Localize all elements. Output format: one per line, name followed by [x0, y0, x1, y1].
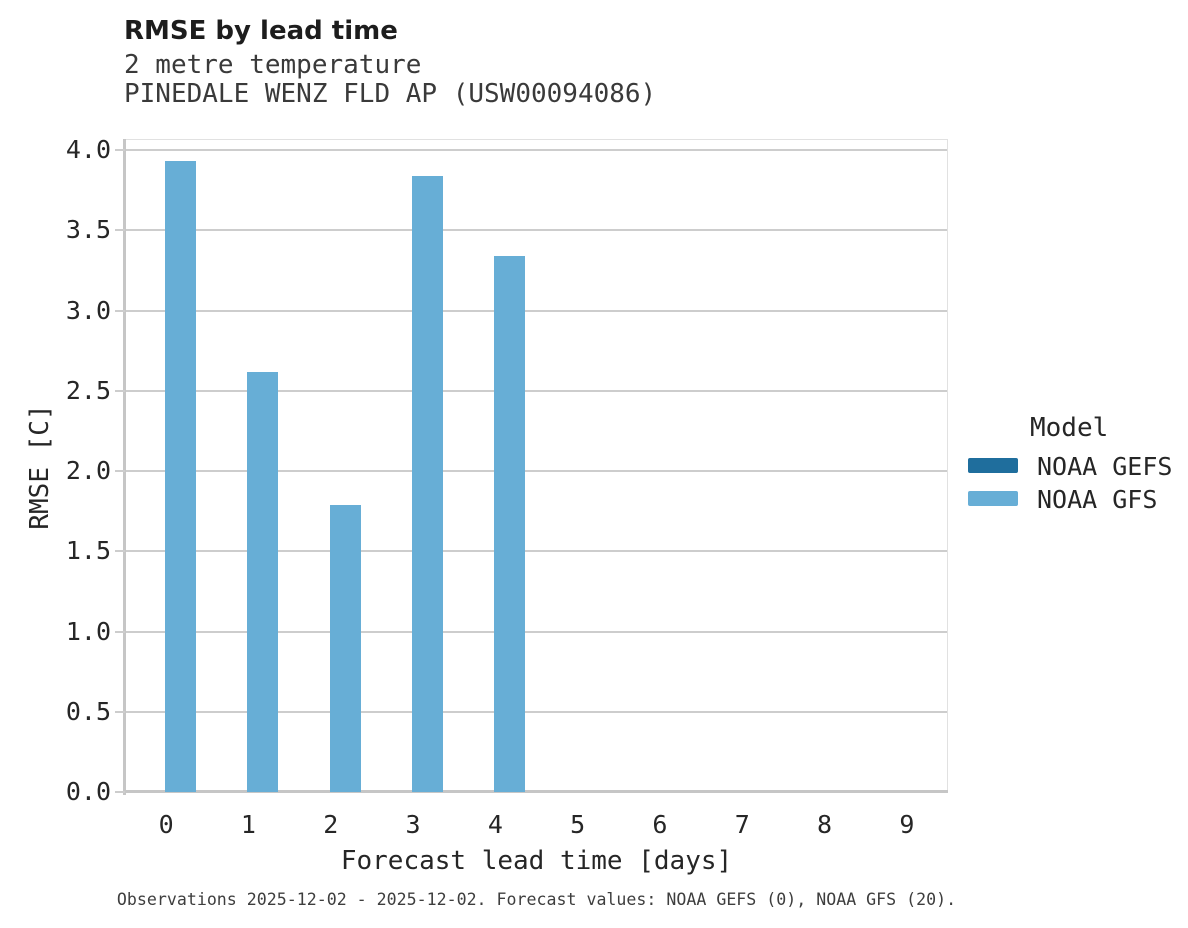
x-tick-label-5: 5 — [570, 810, 586, 839]
bar-noaa-gfs-lead-2 — [329, 504, 361, 792]
y-tick-mark-2.5 — [115, 389, 125, 392]
y-tick-mark-1.5 — [115, 550, 125, 553]
x-tick-label-7: 7 — [734, 810, 750, 839]
y-tick-label-0.0: 0.0 — [65, 777, 111, 806]
gridline-y-3.5 — [125, 229, 948, 232]
chart-subtitle-station: PINEDALE WENZ FLD AP (USW00094086) — [124, 79, 657, 109]
legend-label-noaa-gfs: NOAA GFS — [1037, 485, 1158, 514]
y-tick-label-3.0: 3.0 — [65, 295, 111, 325]
x-axis-title: Forecast lead time [days] — [340, 846, 733, 876]
y-tick-mark-0.0 — [115, 791, 125, 793]
y-axis-title: RMSE [C] — [25, 404, 55, 530]
gridline-y-1.5 — [125, 550, 948, 553]
x-tick-label-0: 0 — [158, 810, 174, 839]
y-tick-mark-3.5 — [115, 229, 125, 232]
bar-noaa-gfs-lead-4 — [494, 256, 526, 792]
legend-label-noaa-gefs: NOAA GEFS — [1037, 452, 1173, 481]
gridline-y-1.0 — [125, 630, 948, 633]
x-tick-label-2: 2 — [323, 810, 339, 839]
x-axis-line — [123, 790, 948, 793]
y-tick-mark-2.0 — [115, 470, 125, 473]
legend-title: Model — [1030, 413, 1109, 443]
y-tick-label-0.5: 0.5 — [65, 696, 111, 726]
y-tick-label-3.5: 3.5 — [65, 215, 111, 245]
footer-note: Observations 2025-12-02 - 2025-12-02. Fo… — [116, 890, 957, 909]
gridline-y-2.0 — [125, 470, 948, 473]
legend-swatch-noaa-gefs — [968, 458, 1018, 473]
y-tick-label-2.0: 2.0 — [65, 456, 111, 486]
x-tick-label-1: 1 — [240, 810, 256, 839]
y-tick-mark-0.5 — [115, 710, 125, 713]
y-tick-mark-3.0 — [115, 309, 125, 312]
y-tick-label-1.5: 1.5 — [65, 536, 111, 566]
bar-noaa-gfs-lead-3 — [412, 175, 444, 792]
y-tick-mark-1.0 — [115, 630, 125, 633]
bar-noaa-gfs-lead-0 — [165, 161, 197, 792]
legend-swatch-noaa-gfs — [968, 491, 1018, 506]
gridline-y-2.5 — [125, 389, 948, 392]
gridline-y-0.5 — [125, 710, 948, 713]
chart-subtitle-variable: 2 metre temperature — [124, 50, 422, 80]
x-tick-label-9: 9 — [899, 810, 915, 839]
bar-noaa-gfs-lead-1 — [247, 371, 279, 792]
y-tick-label-4.0: 4.0 — [65, 135, 111, 165]
y-tick-mark-4.0 — [115, 149, 125, 152]
chart-title: RMSE by lead time — [124, 16, 398, 46]
x-tick-label-3: 3 — [405, 810, 421, 839]
x-tick-label-4: 4 — [487, 810, 503, 839]
y-axis-line — [123, 139, 126, 795]
y-tick-label-2.5: 2.5 — [65, 375, 111, 405]
y-tick-label-1.0: 1.0 — [65, 616, 111, 646]
x-tick-label-8: 8 — [817, 810, 833, 839]
gridline-y-3.0 — [125, 309, 948, 312]
x-tick-label-6: 6 — [652, 810, 668, 839]
gridline-y-4.0 — [125, 149, 948, 152]
